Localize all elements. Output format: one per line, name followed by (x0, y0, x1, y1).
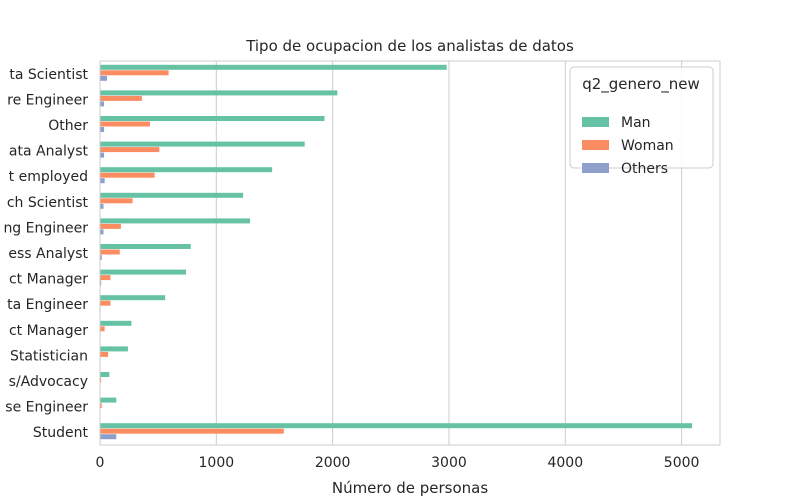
bar-woman (100, 300, 111, 306)
y-tick-labels: ta Scientist re Engineer Other ata Analyst t… (3, 67, 88, 441)
bar-others (100, 75, 107, 81)
axes-layer (99, 60, 721, 446)
bar-others (100, 203, 104, 209)
y-tick-label: ct Manager (9, 323, 88, 339)
bar-woman (100, 95, 142, 101)
bar-woman (100, 70, 169, 76)
x-tick-label: 0 (96, 455, 105, 471)
y-tick-label: ta Scientist (9, 67, 88, 83)
y-tick-label: se Engineer (5, 400, 88, 416)
bar-others (100, 152, 105, 158)
bar-woman (100, 223, 121, 229)
legend-label-woman: Woman (621, 138, 674, 154)
bar-woman (100, 147, 160, 153)
bar-woman (100, 249, 120, 255)
y-tick-label: ta Engineer (7, 297, 88, 313)
x-tick-label: 2000 (315, 455, 351, 471)
bar-others (100, 101, 105, 107)
bar-man (100, 423, 693, 429)
bar-man (100, 116, 325, 121)
bar-man (100, 64, 447, 70)
bar-others (100, 178, 105, 184)
y-tick-label: t employed (9, 169, 88, 185)
x-tick-label: 4000 (547, 455, 583, 471)
legend-label-man: Man (621, 115, 651, 131)
bar-man (100, 192, 244, 198)
legend-swatch-man (582, 117, 609, 127)
bar-man (100, 218, 251, 224)
bar-woman (100, 377, 102, 383)
bar-man (100, 372, 110, 377)
bar-man (100, 346, 128, 352)
bar-others (100, 127, 105, 132)
bar-man (100, 167, 273, 173)
y-tick-label: re Engineer (7, 92, 88, 108)
bar-others (100, 229, 104, 235)
legend-title: q2_genero_new (582, 75, 700, 94)
x-tick-labels: 0 1000 2000 3000 4000 5000 (96, 455, 700, 471)
legend: q2_genero_new Man Woman Others (569, 66, 714, 177)
bar-man (100, 320, 132, 326)
x-axis-label: Número de personas (332, 479, 488, 497)
bar-man (100, 397, 117, 403)
y-tick-label: ng Engineer (3, 220, 88, 236)
legend-label-others: Others (621, 161, 668, 177)
chart-title: Tipo de ocupacion de los analistas de da… (245, 37, 574, 55)
legend-swatch-woman (582, 140, 609, 150)
legend-swatch-others (582, 163, 609, 173)
bars-layer (100, 64, 693, 440)
y-tick-label: ch Scientist (7, 195, 89, 211)
y-tick-label: ata Analyst (9, 144, 89, 160)
bar-others (100, 280, 102, 286)
bar-woman (100, 351, 109, 357)
bar-woman (100, 198, 133, 204)
legend-items: Man Woman Others (582, 115, 674, 177)
bar-man (100, 90, 338, 96)
bar-man (100, 295, 166, 301)
bar-woman (100, 326, 105, 332)
y-tick-label: s/Advocacy (9, 374, 88, 390)
bar-woman (100, 275, 111, 281)
y-tick-label: Student (33, 425, 89, 441)
y-tick-label: ess Analyst (8, 246, 88, 262)
bar-woman (100, 428, 284, 434)
x-tick-label: 3000 (431, 455, 467, 471)
bar-others (100, 255, 102, 260)
bar-woman (100, 121, 151, 127)
y-tick-label: Statistician (10, 348, 88, 364)
bar-man (100, 269, 187, 275)
y-tick-label: ct Manager (9, 272, 88, 288)
bar-woman (100, 403, 102, 409)
x-tick-label: 5000 (664, 455, 700, 471)
y-tick-label: Other (48, 118, 88, 134)
x-tick-label: 1000 (199, 455, 235, 471)
bar-man (100, 244, 191, 249)
bar-woman (100, 172, 155, 178)
bar-others (100, 434, 117, 440)
bar-man (100, 141, 305, 147)
